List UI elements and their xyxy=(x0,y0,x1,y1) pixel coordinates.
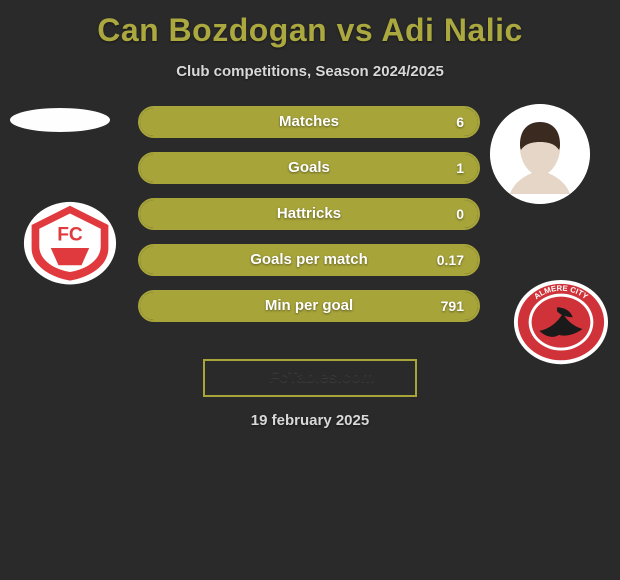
brand-badge: FcTables.com xyxy=(203,359,417,397)
comparison-stage: FC ALMERE CITY Matches 6 G xyxy=(0,112,620,342)
stat-value-right: 0.17 xyxy=(437,246,464,274)
fc-utrecht-logo-icon: FC xyxy=(22,200,118,286)
stat-label: Goals xyxy=(140,154,478,182)
avatar-icon xyxy=(490,104,590,204)
stat-value-right: 791 xyxy=(441,292,464,320)
player-right-avatar xyxy=(490,104,590,204)
svg-text:FC: FC xyxy=(57,224,83,245)
stat-label: Goals per match xyxy=(140,246,478,274)
club-left-badge: FC xyxy=(22,200,118,286)
stat-label: Matches xyxy=(140,108,478,136)
stat-value-right: 1 xyxy=(456,154,464,182)
stat-value-right: 0 xyxy=(456,200,464,228)
stat-bars: Matches 6 Goals 1 Hattricks 0 Goals per … xyxy=(138,106,480,336)
stat-row-goals-per-match: Goals per match 0.17 xyxy=(138,244,480,276)
stat-label: Min per goal xyxy=(140,292,478,320)
stat-row-matches: Matches 6 xyxy=(138,106,480,138)
almere-city-logo-icon: ALMERE CITY xyxy=(512,278,610,366)
subtitle: Club competitions, Season 2024/2025 xyxy=(0,63,620,80)
date-text: 19 february 2025 xyxy=(0,412,620,429)
club-right-badge: ALMERE CITY xyxy=(512,278,610,366)
stat-row-min-per-goal: Min per goal 791 xyxy=(138,290,480,322)
stat-row-goals: Goals 1 xyxy=(138,152,480,184)
stat-label: Hattricks xyxy=(140,200,478,228)
page-title: Can Bozdogan vs Adi Nalic xyxy=(0,0,620,49)
bar-chart-icon xyxy=(245,369,263,387)
stat-row-hattricks: Hattricks 0 xyxy=(138,198,480,230)
brand-text: FcTables.com xyxy=(269,369,375,387)
stat-value-right: 6 xyxy=(456,108,464,136)
player-left-avatar xyxy=(10,108,110,132)
